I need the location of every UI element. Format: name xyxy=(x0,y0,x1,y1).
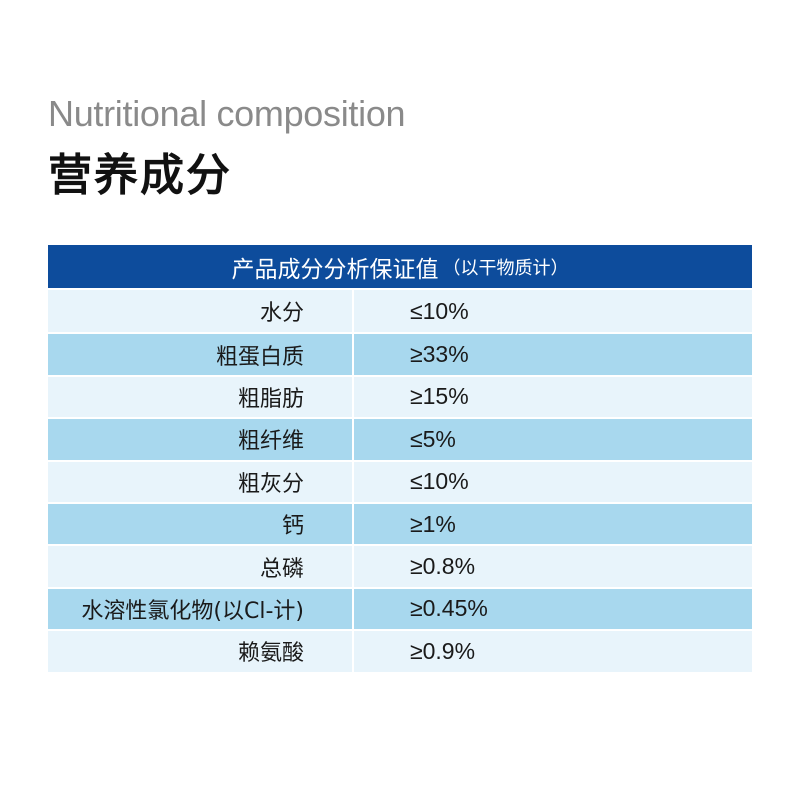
nutrient-name: 总磷 xyxy=(48,546,354,587)
table-body: 水分 ≤10% 粗蛋白质 ≥33% 粗脂肪 ≥15% 粗纤维 ≤5% 粗灰分 ≤… xyxy=(48,290,752,672)
nutrient-value: ≥15% xyxy=(410,383,469,410)
heading-english: Nutritional composition xyxy=(48,93,406,134)
table-row: 粗灰分 ≤10% xyxy=(48,459,752,502)
table-header-title: 产品成分分析保证值 xyxy=(231,256,439,283)
nutrient-value: ≤10% xyxy=(410,297,469,324)
nutrient-value: ≥1% xyxy=(410,510,456,537)
table-row: 水溶性氯化物(以Cl-计) ≥0.45% xyxy=(48,586,752,630)
table-row: 总磷 ≥0.8% xyxy=(48,544,752,587)
table-row: 粗蛋白质 ≥33% xyxy=(48,332,752,375)
table-row: 粗纤维 ≤5% xyxy=(48,417,752,460)
nutrient-value: ≤10% xyxy=(410,468,469,495)
table-header: 产品成分分析保证值 （以干物质计） xyxy=(48,245,752,290)
table-row: 钙 ≥1% xyxy=(48,501,752,545)
table-row: 水分 ≤10% xyxy=(48,290,752,333)
nutrient-name: 水溶性氯化物(以Cl-计) xyxy=(48,588,354,630)
nutrient-name: 水分 xyxy=(48,290,354,333)
table-header-note: （以干物质计） xyxy=(442,257,569,279)
nutrient-name: 粗蛋白质 xyxy=(48,334,354,375)
nutrient-name: 粗纤维 xyxy=(48,419,354,460)
nutrient-name: 粗脂肪 xyxy=(48,376,354,418)
nutrient-name: 赖氨酸 xyxy=(48,631,354,672)
nutrient-name: 钙 xyxy=(48,503,354,545)
nutrient-value: ≤5% xyxy=(410,425,456,452)
nutrient-value: ≥33% xyxy=(410,341,469,368)
nutrient-value: ≥0.9% xyxy=(410,637,476,664)
nutrient-value: ≥0.8% xyxy=(410,553,476,580)
nutrition-table: 产品成分分析保证值 （以干物质计） 水分 ≤10% 粗蛋白质 ≥33% 粗脂肪 ≥… xyxy=(48,245,752,672)
heading-chinese: 营养成分 xyxy=(48,150,232,201)
table-row: 粗脂肪 ≥15% xyxy=(48,374,752,418)
table-row: 赖氨酸 ≥0.9% xyxy=(48,629,752,672)
nutrient-value: ≥0.45% xyxy=(410,595,488,622)
nutrient-name: 粗灰分 xyxy=(48,461,354,502)
